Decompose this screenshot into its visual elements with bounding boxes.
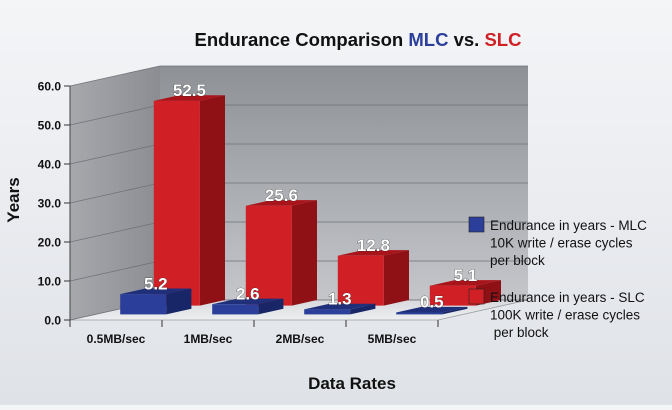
- gridline: [69, 65, 528, 87]
- legend-label-0: Endurance in years - MLC 10K write / eras…: [490, 218, 647, 268]
- bar-top: [212, 298, 284, 305]
- slc-bar-3: [429, 280, 501, 306]
- bar-side: [166, 288, 192, 315]
- mlc-bar-2: [304, 303, 376, 315]
- slc-data-label: 52.5: [173, 81, 206, 100]
- slc-bar-0: [153, 95, 225, 306]
- x-tick-label: 5MB/sec: [368, 332, 417, 346]
- bar-front: [120, 294, 167, 315]
- title-part-0: Endurance Comparison: [195, 29, 409, 50]
- x-tick-label: 2MB/sec: [276, 332, 325, 346]
- bar-front: [337, 255, 384, 306]
- bar-side: [199, 95, 225, 306]
- legend-swatch-0: [468, 216, 485, 233]
- bar-side: [291, 200, 317, 306]
- legend-label-1: Endurance in years - SLC 100K write / era…: [490, 290, 645, 340]
- bar-side: [258, 298, 284, 315]
- x-tick-label: 1MB/sec: [184, 332, 233, 346]
- y-tick-label: 0.0: [44, 314, 61, 328]
- mlc-data-label: 2.6: [236, 284, 260, 303]
- bar-top: [245, 200, 317, 206]
- slc-data-label: 12.8: [357, 236, 390, 255]
- legend-swatch-1: [468, 288, 485, 305]
- chart-title: Endurance Comparison MLC vs. SLC: [195, 29, 522, 50]
- bar-top: [304, 303, 376, 310]
- legend-line: per block: [490, 325, 549, 340]
- y-tick-label: 60.0: [38, 80, 62, 94]
- bar-front: [304, 309, 351, 315]
- bar-top: [337, 250, 409, 256]
- y-tick-label: 30.0: [38, 197, 62, 211]
- mlc-bar-3: [396, 306, 468, 315]
- mlc-data-label: 1.3: [328, 290, 352, 309]
- mlc-data-label: 5.2: [144, 274, 168, 293]
- bar-front: [245, 205, 292, 306]
- legend-line: 100K write / erase cycles: [490, 308, 640, 323]
- bar-front: [429, 285, 476, 306]
- bar-side: [383, 250, 409, 306]
- y-tick-label: 50.0: [38, 119, 62, 133]
- title-part-3: SLC: [484, 29, 521, 50]
- x-tick-label: 0.5MB/sec: [87, 332, 146, 346]
- bar-front: [212, 304, 259, 315]
- slc-data-label: 25.6: [265, 186, 298, 205]
- slc-bar-1: [245, 200, 317, 306]
- bar-top: [396, 306, 468, 313]
- y-tick-label: 40.0: [38, 158, 62, 172]
- legend-line: per block: [490, 253, 545, 268]
- bar-front: [153, 100, 200, 306]
- bar-front: [396, 312, 443, 315]
- bar-top: [120, 288, 192, 295]
- bar-top: [153, 95, 225, 101]
- mlc-data-label: 0.5: [420, 293, 444, 312]
- y-tick-label: 20.0: [38, 236, 62, 250]
- slc-bar-2: [337, 250, 409, 306]
- slc-data-label: 5.1: [454, 266, 478, 285]
- bar-side: [442, 306, 468, 315]
- legend-line: Endurance in years - SLC: [490, 290, 645, 305]
- x-axis-label: Data Rates: [308, 374, 396, 393]
- mlc-bar-0: [120, 288, 192, 315]
- y-tick-label: 10.0: [38, 275, 62, 289]
- legend-line: 10K write / erase cycles: [490, 236, 633, 251]
- title-part-2: vs.: [448, 29, 484, 50]
- mlc-bar-1: [212, 298, 284, 315]
- y-axis-label: Years: [4, 177, 23, 222]
- legend-line: Endurance in years - MLC: [490, 218, 647, 233]
- bar-side: [350, 303, 376, 315]
- title-part-1: MLC: [408, 29, 448, 50]
- bar-top: [429, 280, 501, 286]
